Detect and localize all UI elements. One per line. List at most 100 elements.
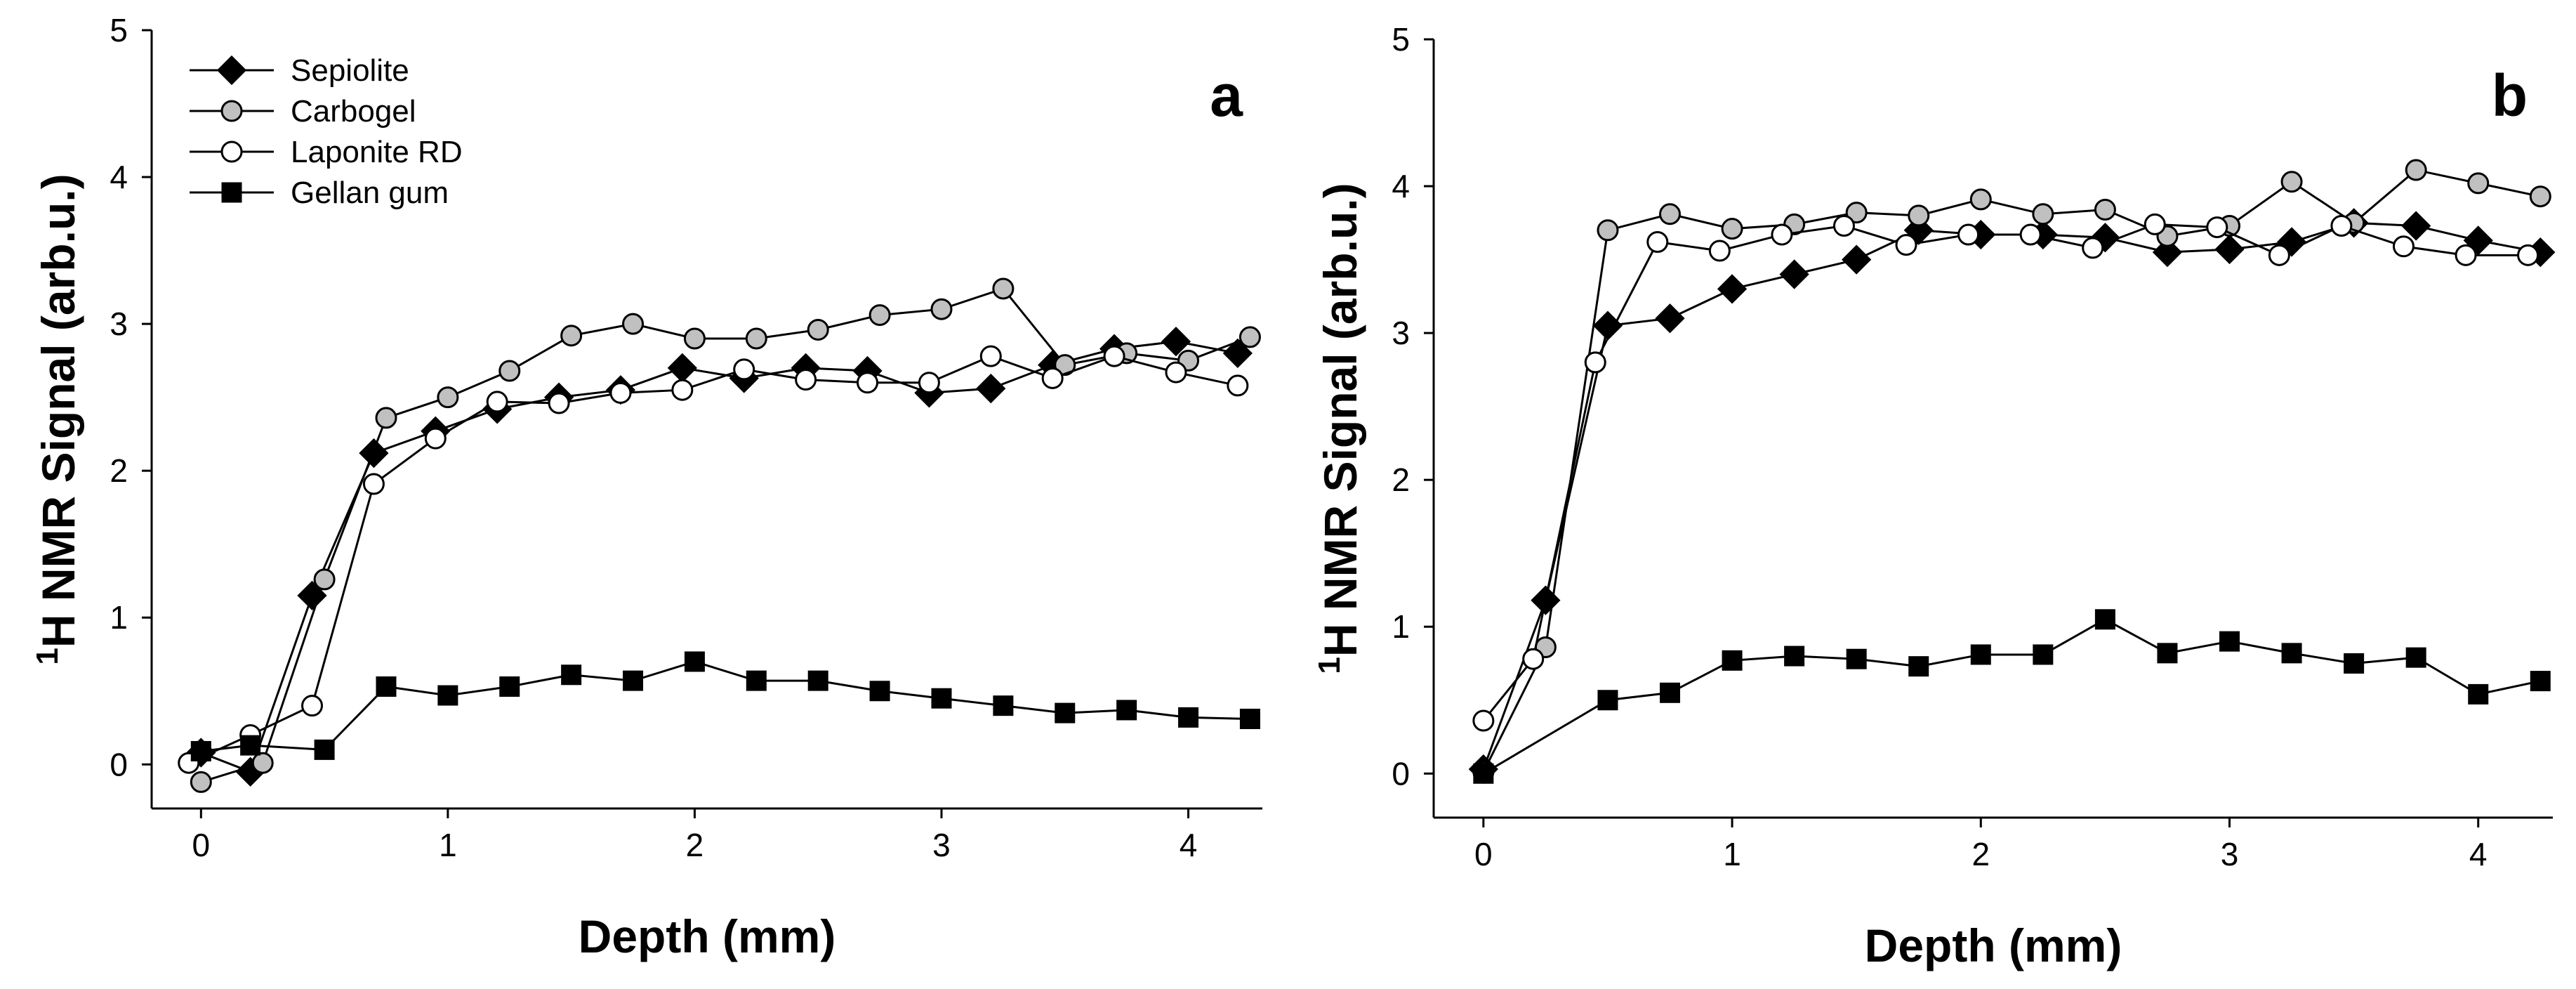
legend-label-laponite-rd: Laponite RD	[291, 135, 463, 169]
legend-marker-sepiolite	[216, 55, 247, 86]
legend-label-gellan-gum: Gellan gum	[291, 176, 449, 210]
panel-b-x-tick-label: 4	[2469, 836, 2488, 872]
panel-b-point-gellan-gum	[1846, 648, 1867, 669]
panel-a-point-laponite-rd	[671, 379, 694, 401]
panel-a-point-carbogel	[745, 327, 767, 350]
panel-a-point-gellan-gum	[993, 695, 1014, 716]
panel-b-x-tick-label: 3	[2221, 836, 2239, 872]
panel-b-point-sepiolite	[2152, 237, 2183, 268]
panel-a-point-laponite-rd	[1103, 345, 1125, 367]
panel-a-point-gellan-gum	[807, 670, 828, 691]
panel-a-point-gellan-gum	[1239, 708, 1260, 729]
panel-b-point-carbogel	[1597, 219, 1619, 242]
panel-a-point-laponite-rd	[733, 358, 755, 381]
panel-a-point-gellan-gum	[314, 739, 335, 760]
panel-a-point-carbogel	[868, 304, 891, 327]
panel-b-point-sepiolite	[2401, 211, 2431, 241]
panel-a-point-laponite-rd	[548, 392, 570, 414]
panel-a-point-laponite-rd	[979, 345, 1002, 367]
panel-b-series-laponite-rd	[1472, 213, 2539, 732]
panel-b-point-gellan-gum	[1784, 646, 1805, 667]
panel-b-point-laponite-rd	[1646, 230, 1669, 253]
panel-a-point-laponite-rd	[1041, 367, 1064, 389]
panel-b-y-axis-title-sup: 1	[1312, 657, 1347, 674]
panel-b-point-gellan-gum	[2219, 631, 2240, 652]
panel-a-point-gellan-gum	[240, 735, 261, 756]
panel-b-y-tick-label: 1	[1392, 608, 1410, 645]
panel-b-series-gellan-gum	[1473, 609, 2551, 784]
panel-a-point-gellan-gum	[869, 681, 890, 702]
panel-b-point-laponite-rd	[2082, 237, 2104, 259]
panel-b-point-gellan-gum	[2344, 653, 2365, 674]
panel-a-point-carbogel	[437, 386, 459, 409]
panel-a-line-laponite-rd	[188, 355, 1239, 764]
panel-b-point-sepiolite	[1779, 259, 1809, 289]
panel-b-y-axis-title-main: H NMR Signal (arb.u.)	[1314, 183, 1366, 657]
panel-b-point-laponite-rd	[2019, 223, 2042, 246]
panel-b-y-tick-label: 0	[1392, 755, 1410, 792]
panel-a-point-gellan-gum	[499, 676, 520, 697]
panel-a-y-tick-label: 1	[110, 599, 128, 636]
panel-b-x-tick-label: 2	[1971, 836, 1990, 872]
panel-a-point-laponite-rd	[918, 372, 940, 394]
panel-a-point-gellan-gum	[190, 740, 211, 761]
panel-a-series-carbogel	[190, 277, 1261, 793]
legend-marker-laponite-rd	[220, 140, 243, 163]
panel-a-point-gellan-gum	[1055, 702, 1076, 723]
panel-b-point-laponite-rd	[1771, 223, 1793, 246]
panel-b-point-sepiolite	[1842, 244, 1872, 275]
panel-b-point-laponite-rd	[1832, 215, 1855, 237]
panel-a-y-tick-label: 2	[110, 452, 128, 489]
panel-b-point-laponite-rd	[1472, 709, 1495, 732]
panel-b-point-sepiolite	[1655, 303, 1685, 334]
panel-b-point-gellan-gum	[2033, 644, 2054, 665]
panel-a-point-carbogel	[560, 325, 583, 347]
panel-b-point-gellan-gum	[2281, 643, 2302, 664]
legend-marker-gellan-gum	[221, 182, 242, 203]
panel-a-x-tick-label: 4	[1180, 827, 1198, 863]
panel-b-point-laponite-rd	[2144, 213, 2166, 235]
panel-b-point-laponite-rd	[1957, 223, 1980, 246]
panel-a-point-sepiolite	[976, 373, 1006, 404]
panel-a-x-tick-label: 0	[192, 827, 211, 863]
panel-b-point-laponite-rd	[2330, 215, 2353, 237]
panel-b-point-carbogel	[2405, 159, 2427, 181]
panel-a-point-carbogel	[313, 568, 336, 591]
panel-a-series-laponite-rd	[178, 345, 1249, 774]
panel-a-point-carbogel	[498, 360, 521, 382]
panel-a-point-gellan-gum	[561, 664, 582, 686]
panel-b-point-laponite-rd	[1522, 648, 1545, 670]
panel-a-point-carbogel	[251, 752, 274, 774]
panel-a-series-gellan-gum	[190, 651, 1260, 761]
panel-b-point-laponite-rd	[1708, 240, 1731, 262]
panel-b-point-sepiolite	[2214, 234, 2245, 265]
panel-b-point-carbogel	[2280, 171, 2303, 193]
panel-a-point-gellan-gum	[1178, 707, 1199, 728]
panel-a-point-laponite-rd	[486, 391, 508, 413]
panel-a-point-gellan-gum	[746, 670, 767, 691]
panel-b-point-laponite-rd	[2268, 244, 2290, 266]
panel-b-x-tick-label: 0	[1474, 836, 1493, 872]
panel-b-y-tick-label: 3	[1392, 315, 1410, 351]
panel-b-point-laponite-rd	[2517, 244, 2539, 266]
panel-a-x-tick-label: 3	[932, 827, 951, 863]
panel-a-y-axis-title-main: H NMR Signal (arb.u.)	[32, 173, 84, 648]
panel-b-point-gellan-gum	[1970, 644, 1991, 665]
panel-a-point-sepiolite	[1161, 327, 1191, 357]
panel-a-y-axis-title-group: 1H NMR Signal (arb.u.)	[30, 173, 85, 664]
panel-a-point-carbogel	[807, 318, 829, 341]
panel-a-point-laponite-rd	[362, 473, 385, 495]
panel-a-point-carbogel	[190, 771, 212, 793]
panel-a-point-carbogel	[622, 313, 645, 335]
panel-a-point-laponite-rd	[1165, 361, 1187, 384]
panel-b-point-carbogel	[1721, 218, 1743, 240]
panel-a-point-laponite-rd	[795, 369, 817, 391]
panel-a-y-axis-title: 1H NMR Signal (arb.u.)	[30, 173, 85, 664]
legend-label-sepiolite: Sepiolite	[291, 53, 409, 88]
panel-a-x-tick-label: 1	[439, 827, 457, 863]
panel-a-y-tick-label: 5	[110, 12, 128, 48]
panel-b-y-axis-title-group: 1H NMR Signal (arb.u.)	[1312, 183, 1367, 674]
panel-a-point-laponite-rd	[609, 381, 632, 404]
